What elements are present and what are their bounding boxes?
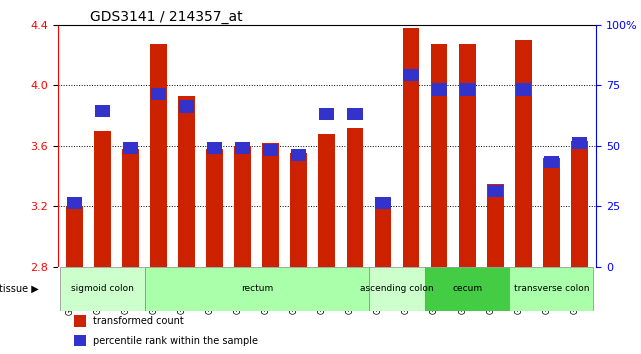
Bar <box>290 153 307 267</box>
Bar <box>262 143 279 267</box>
Text: transverse colon: transverse colon <box>513 284 589 293</box>
Bar <box>515 40 531 267</box>
Bar <box>460 84 475 96</box>
Bar <box>376 197 390 209</box>
Bar <box>431 45 447 267</box>
Bar <box>95 105 110 118</box>
Bar <box>66 206 83 267</box>
Bar <box>74 315 86 327</box>
Bar <box>347 128 363 267</box>
Text: transformed count: transformed count <box>93 316 183 326</box>
Bar <box>145 267 369 311</box>
Bar <box>403 28 419 267</box>
Bar <box>347 108 363 120</box>
Bar <box>431 84 447 96</box>
Bar <box>60 267 145 311</box>
Bar <box>319 134 335 267</box>
Bar <box>403 69 419 81</box>
Bar <box>206 149 223 267</box>
Bar <box>425 267 509 311</box>
Text: cecum: cecum <box>452 284 482 293</box>
Bar <box>459 45 476 267</box>
Bar <box>571 141 588 267</box>
Bar <box>178 96 195 267</box>
Text: tissue ▶: tissue ▶ <box>0 284 39 294</box>
Bar <box>179 101 194 113</box>
Bar <box>488 185 503 197</box>
Bar <box>207 142 222 154</box>
Bar <box>374 199 392 267</box>
Bar <box>123 142 138 154</box>
Bar <box>543 158 560 267</box>
Bar <box>151 88 166 101</box>
Bar <box>487 184 504 267</box>
Text: sigmoid colon: sigmoid colon <box>71 284 134 293</box>
Bar <box>572 137 587 149</box>
Bar <box>319 108 335 120</box>
Bar <box>74 335 86 347</box>
Bar <box>291 149 306 161</box>
Text: ascending colon: ascending colon <box>360 284 434 293</box>
Text: GDS3141 / 214357_at: GDS3141 / 214357_at <box>90 10 243 24</box>
Bar <box>515 84 531 96</box>
Bar <box>122 149 139 267</box>
Bar <box>235 146 251 267</box>
Bar <box>544 156 559 168</box>
Bar <box>509 267 594 311</box>
Text: rectum: rectum <box>240 284 273 293</box>
Bar <box>369 267 425 311</box>
Bar <box>67 197 82 209</box>
Bar <box>150 45 167 267</box>
Bar <box>263 144 278 156</box>
Bar <box>235 142 251 154</box>
Bar <box>94 131 111 267</box>
Text: percentile rank within the sample: percentile rank within the sample <box>93 336 258 346</box>
